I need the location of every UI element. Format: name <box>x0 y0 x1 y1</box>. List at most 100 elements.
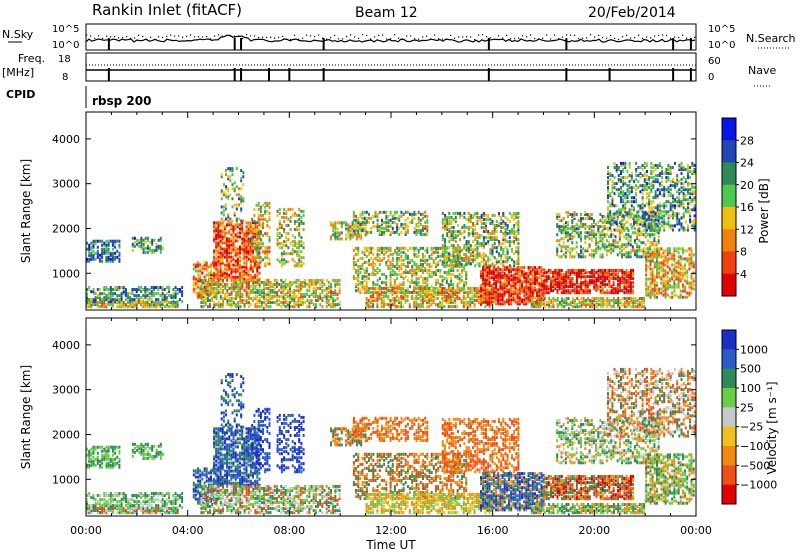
power-cell <box>219 257 222 261</box>
power-cell <box>446 222 449 225</box>
noise-search-dot <box>514 38 516 40</box>
power-cell <box>527 296 530 300</box>
power-cell <box>530 305 533 309</box>
power-cell <box>165 298 168 302</box>
power-cell <box>232 297 235 300</box>
power-cell <box>529 284 532 288</box>
noise-search-dot <box>678 36 680 39</box>
power-cell <box>199 293 202 297</box>
power-cell <box>363 279 366 283</box>
power-cell <box>499 292 502 296</box>
power-cell <box>347 223 350 227</box>
power-cell <box>604 303 607 307</box>
power-cell <box>257 232 260 236</box>
power-cell <box>599 231 602 235</box>
power-cell <box>243 269 246 273</box>
power-cell <box>482 244 485 248</box>
power-cell <box>359 267 362 270</box>
power-cell <box>516 294 519 298</box>
power-cell <box>222 303 224 307</box>
power-cell <box>217 280 220 284</box>
power-cell <box>445 279 448 283</box>
power-cell <box>508 266 510 270</box>
power-cell <box>210 273 212 277</box>
power-cell <box>231 219 234 223</box>
power-cell <box>443 260 446 264</box>
power-cell <box>221 269 224 273</box>
power-cell <box>298 224 301 227</box>
power-cell <box>580 221 582 225</box>
power-cell <box>391 297 394 300</box>
power-cell <box>266 248 269 252</box>
power-cell <box>263 288 265 292</box>
power-cell <box>192 281 195 285</box>
power-cell <box>389 252 392 256</box>
power-cell <box>105 257 108 261</box>
power-cell <box>254 303 257 307</box>
power-cell <box>404 218 407 222</box>
power-cell <box>376 212 379 216</box>
power-cell <box>204 280 207 284</box>
power-cell <box>234 233 237 237</box>
power-cell <box>556 277 559 281</box>
power-cell <box>527 280 530 284</box>
power-cell <box>268 236 271 240</box>
noise-panel: N.Sky 10^5 10^0 10^5 10^0 N.Search <box>2 23 796 51</box>
power-cell <box>234 251 237 255</box>
power-cell <box>396 260 399 264</box>
power-cell <box>111 259 114 263</box>
power-cell <box>293 220 296 223</box>
power-cell <box>228 261 231 265</box>
power-cell <box>224 286 227 290</box>
power-cell <box>266 232 269 236</box>
power-cell <box>391 228 394 232</box>
power-cell <box>385 210 388 214</box>
power-cell <box>374 299 377 302</box>
power-cell <box>406 295 409 298</box>
power-cell <box>605 249 608 253</box>
power-cell <box>236 223 239 227</box>
power-cell <box>393 281 396 285</box>
power-cell <box>262 242 264 246</box>
power-cell <box>245 255 248 259</box>
power-cell <box>502 260 505 264</box>
power-cell <box>441 260 444 264</box>
power-cell <box>396 287 399 291</box>
power-cell <box>202 297 205 300</box>
power-cell <box>239 297 242 300</box>
power-cell <box>286 284 289 288</box>
power-cell <box>355 233 358 237</box>
power-cell <box>239 291 242 294</box>
power-cell <box>165 305 168 309</box>
power-cell <box>595 237 598 241</box>
power-cell <box>567 303 570 307</box>
power-cell <box>480 290 482 294</box>
noise-search-dot <box>646 36 648 38</box>
power-cell <box>221 255 224 259</box>
power-cell <box>266 246 269 250</box>
power-cell <box>144 246 147 250</box>
power-cell <box>588 231 591 235</box>
power-cell <box>226 245 228 249</box>
power-cell <box>444 264 446 268</box>
power-cell <box>434 303 437 307</box>
power-cell <box>257 228 260 231</box>
power-cell <box>107 296 110 300</box>
power-cell <box>469 291 472 294</box>
power-cell <box>213 301 216 304</box>
power-cell <box>176 305 179 309</box>
power-cell <box>584 283 587 287</box>
power-cell <box>517 258 520 262</box>
power-cell <box>562 217 565 220</box>
power-cell <box>523 288 526 292</box>
power-cell <box>389 275 392 279</box>
power-cell <box>421 286 424 290</box>
power-cell <box>221 257 224 261</box>
power-cell <box>251 246 254 250</box>
noise-search-dot <box>558 38 560 40</box>
power-cell <box>514 292 517 296</box>
power-cell <box>580 289 583 293</box>
power-cell <box>226 299 229 302</box>
power-cell <box>441 283 444 287</box>
power-cell <box>588 245 591 249</box>
